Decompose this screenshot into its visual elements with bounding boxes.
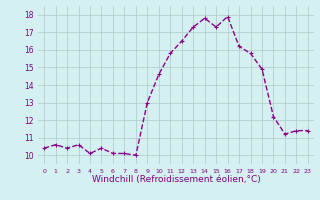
X-axis label: Windchill (Refroidissement éolien,°C): Windchill (Refroidissement éolien,°C) — [92, 175, 260, 184]
